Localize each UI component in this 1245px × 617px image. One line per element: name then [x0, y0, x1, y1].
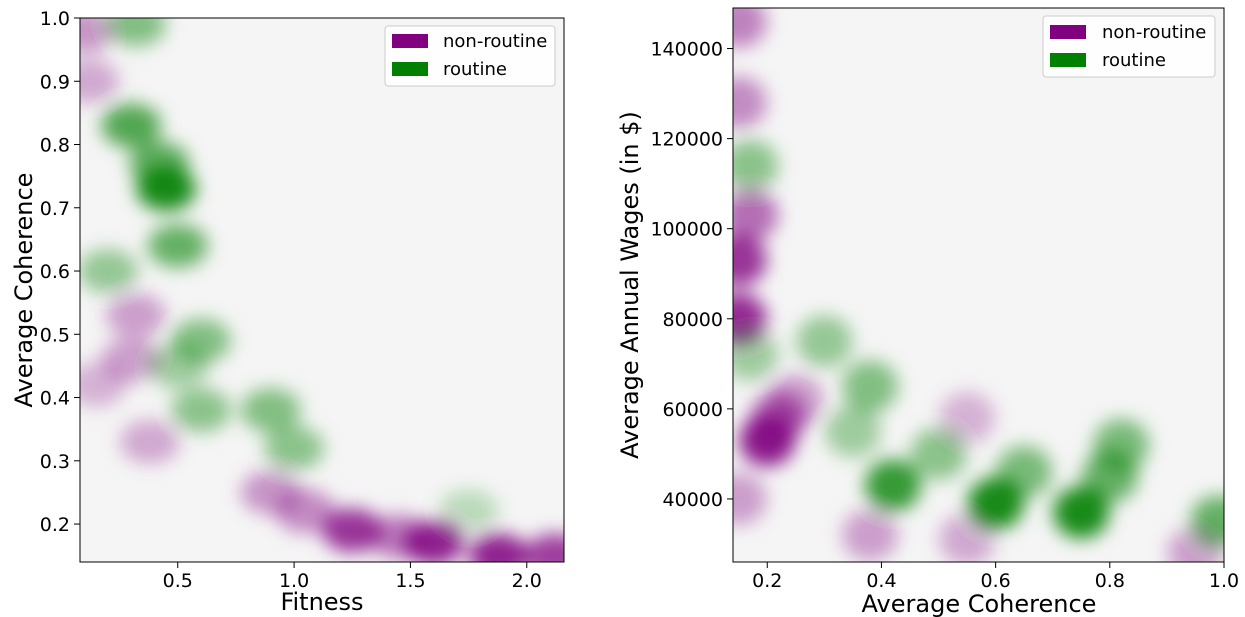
legend-label-non-routine-right: non-routine [1102, 22, 1206, 43]
legend-swatch-non-routine-right [1050, 25, 1086, 39]
y-tick-label-right-3: 100000 [650, 219, 723, 241]
density-peak-non-routine-right-3 [733, 234, 767, 287]
density-peak-non-routine-right-8 [733, 472, 767, 525]
y-tick-label-left-8: 1.0 [40, 8, 70, 30]
density-peak-routine-right-11 [1093, 418, 1150, 471]
density-peak-routine-right-12 [1190, 495, 1224, 548]
density-peak-non-routine-right-10 [939, 391, 996, 444]
density-peak-routine-left-5 [80, 249, 138, 294]
x-tick-label-right-0: 0.2 [752, 570, 782, 592]
density-peak-routine-right-0 [733, 139, 779, 192]
density-peak-routine-left-9 [240, 388, 301, 433]
density-peak-non-routine-left-8 [322, 508, 383, 553]
density-peak-routine-right-4 [824, 405, 881, 458]
density-layer-left [80, 18, 564, 562]
y-tick-label-right-4: 120000 [650, 129, 723, 151]
legend-swatch-non-routine-left [392, 34, 428, 48]
chart-left: 0.5 1.0 1.5 2.00.20.30.40.50.60.70.80.91.0 … [10, 8, 565, 616]
legend-left: non-routine routine [384, 25, 556, 87]
density-peak-routine-right-9 [1053, 486, 1110, 539]
y-tick-label-right-5: 140000 [650, 39, 723, 61]
density-peak-non-routine-right-0 [733, 8, 767, 48]
density-peak-routine-right-1 [733, 328, 779, 381]
density-peak-non-routine-right-1 [733, 76, 767, 129]
density-peak-non-routine-left-7 [275, 489, 336, 534]
density-peak-non-routine-right-9 [842, 508, 899, 561]
density-peak-non-routine-left-5 [119, 419, 180, 464]
legend-swatch-routine-right [1050, 53, 1086, 67]
chart-right: 0.2 0.4 0.6 0.8 1.0 40000 60000 80000 100000 1200… [616, 7, 1239, 617]
x-tick-label-left-0: 0.5 [163, 570, 193, 592]
density-peak-routine-right-2 [796, 315, 853, 368]
density-peak-non-routine-left-11 [468, 533, 529, 562]
y-tick-label-right-0: 40000 [663, 489, 723, 511]
density-peak-routine-left-0 [105, 18, 166, 47]
ticks-left: 0.5 1.0 1.5 2.0 0.2 0.3 0.4 0.5 0.6 0.7 0.8 0.9 1.0 [40, 8, 542, 592]
legend-label-routine-right: routine [1102, 50, 1166, 71]
density-peak-non-routine-right-7 [767, 373, 824, 426]
density-peak-non-routine-left-2 [105, 293, 166, 338]
density-peak-routine-right-8 [996, 445, 1053, 498]
x-tick-label-right-1: 0.4 [866, 570, 896, 592]
ticks-right: 0.2 0.4 0.6 0.8 1.0 40000 60000 80000 100000 1200… [650, 39, 1239, 592]
plot-frame-left [79, 17, 565, 563]
x-axis-label-right: Average Coherence [862, 590, 1097, 617]
plot-area-right [733, 8, 1224, 562]
y-tick-label-right-1: 60000 [663, 399, 723, 421]
density-peak-routine-left-10 [264, 426, 325, 471]
density-peak-non-routine-left-10 [403, 521, 464, 562]
y-tick-label-left-6: 0.8 [40, 135, 70, 157]
density-peak-non-routine-left-12 [524, 533, 564, 562]
x-tick-label-right-3: 0.8 [1095, 570, 1125, 592]
x-tick-label-right-2: 0.6 [981, 570, 1011, 592]
density-layer-right [733, 8, 1224, 562]
x-axis-label-left: Fitness [280, 588, 363, 616]
y-tick-label-left-0: 0.2 [40, 514, 70, 536]
density-peak-routine-right-6 [910, 427, 967, 480]
x-tick-label-left-2: 1.5 [395, 570, 425, 592]
density-peak-non-routine-left-0 [80, 18, 115, 53]
legend-label-non-routine-left: non-routine [443, 31, 547, 52]
y-axis-label-right: Average Annual Wages (in $) [616, 111, 644, 459]
density-peak-routine-right-3 [842, 360, 899, 413]
y-tick-label-left-4: 0.6 [40, 261, 70, 283]
density-peak-routine-left-4 [147, 223, 208, 268]
x-tick-label-right-4: 1.0 [1209, 570, 1239, 592]
legend-right: non-routine routine [1042, 15, 1216, 78]
y-axis-label-left: Average Coherence [10, 173, 38, 408]
density-peak-routine-right-5 [864, 459, 921, 512]
density-peak-non-routine-left-4 [80, 362, 127, 407]
plot-area-left [80, 18, 564, 562]
density-peak-routine-left-1 [101, 103, 162, 148]
y-tick-label-left-3: 0.5 [40, 324, 70, 346]
density-peak-non-routine-left-1 [80, 59, 120, 104]
legend-label-routine-left: routine [443, 59, 507, 80]
density-peak-routine-left-8 [171, 388, 231, 433]
x-tick-label-left-3: 2.0 [512, 570, 542, 592]
y-tick-label-right-2: 80000 [663, 309, 723, 331]
plot-frame-right [732, 7, 1225, 563]
x-tick-label-left-1: 1.0 [279, 570, 309, 592]
y-tick-label-left-5: 0.7 [40, 198, 70, 220]
y-tick-label-left-1: 0.3 [40, 451, 70, 473]
y-tick-label-left-2: 0.4 [40, 388, 70, 410]
density-peak-non-routine-right-2 [733, 189, 779, 242]
density-peak-routine-left-3 [136, 166, 197, 211]
legend-swatch-routine-left [392, 62, 428, 76]
y-tick-label-left-7: 0.9 [40, 71, 70, 93]
density-peak-routine-left-7 [147, 343, 208, 388]
density-peak-routine-left-11 [438, 489, 499, 534]
